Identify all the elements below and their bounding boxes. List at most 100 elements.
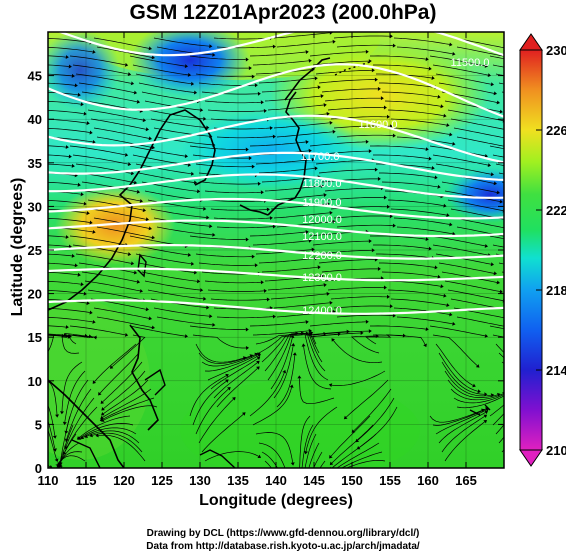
streamline-arrow: [77, 436, 82, 440]
colorbar-body: [519, 49, 543, 451]
streamline: [432, 154, 489, 166]
streamline-arrow: [392, 43, 396, 48]
streamline: [309, 51, 366, 57]
streamline: [87, 289, 144, 301]
streamline: [132, 64, 189, 76]
streamline: [447, 289, 504, 301]
streamline: [48, 145, 66, 148]
y-tick-label: 15: [28, 330, 42, 345]
contour-line: [48, 299, 504, 315]
streamline: [438, 82, 495, 94]
streamline-arrow: [329, 210, 333, 215]
streamline-arrow: [368, 329, 372, 334]
streamline-arrow: [326, 111, 330, 116]
streamline-arrow: [74, 263, 78, 268]
colorbar-tick-label: 230: [546, 43, 566, 58]
streamline: [438, 412, 486, 444]
streamline: [492, 413, 504, 426]
streamline-arrow: [245, 346, 249, 350]
streamline-arrow: [55, 414, 59, 418]
streamline: [456, 226, 504, 237]
streamline: [69, 55, 126, 66]
x-axis-label: Longitude (degrees): [199, 492, 353, 509]
streamline: [444, 280, 501, 292]
streamline: [273, 345, 294, 399]
streamline-arrow: [139, 199, 143, 203]
streamline-arrow: [254, 352, 258, 357]
streamline-arrow: [83, 201, 87, 206]
streamline: [495, 424, 504, 435]
streamline-arrow: [428, 66, 432, 71]
streamline: [216, 226, 274, 229]
streamline-arrow: [389, 214, 393, 219]
streamline-arrow: [77, 272, 81, 277]
streamline-arrow: [499, 199, 503, 204]
streamline-arrow: [266, 207, 270, 212]
streamline-arrow: [68, 64, 72, 69]
streamline-arrow: [93, 335, 97, 340]
streamline: [264, 95, 321, 102]
streamline-arrow: [311, 247, 315, 252]
streamline: [103, 405, 158, 421]
contour-line: [48, 219, 504, 238]
streamline-arrow: [92, 230, 96, 234]
streamline: [48, 38, 90, 43]
streamline-arrow: [245, 147, 249, 152]
streamline-arrow: [272, 224, 276, 229]
streamline-arrow: [68, 154, 72, 159]
streamline: [216, 368, 258, 408]
streamline-arrow: [332, 39, 336, 44]
streamline-arrow: [484, 410, 489, 415]
streamline: [150, 118, 207, 128]
streamline-arrow: [383, 105, 387, 110]
streamline-arrow: [80, 282, 84, 287]
streamline: [201, 91, 258, 95]
streamline: [438, 352, 479, 392]
streamline: [447, 109, 504, 121]
streamline-arrow: [329, 473, 333, 476]
streamline: [153, 307, 210, 317]
streamline: [318, 79, 375, 84]
streamline-arrow: [475, 364, 480, 368]
streamline-arrow: [483, 414, 488, 418]
streamline: [198, 262, 255, 266]
streamline-arrow: [311, 157, 315, 162]
streamline-arrow: [484, 244, 488, 248]
streamline: [324, 187, 381, 192]
streamline-arrow: [148, 46, 152, 51]
streamline: [48, 380, 58, 415]
streamline: [341, 451, 383, 468]
streamline: [357, 397, 395, 441]
streamline: [147, 289, 204, 300]
streamline: [307, 333, 326, 372]
streamline: [81, 91, 138, 103]
streamline: [48, 110, 84, 115]
streamline: [381, 91, 438, 98]
streamline-arrow: [392, 223, 396, 228]
streamline-arrow: [184, 154, 188, 159]
streamline-arrow: [434, 175, 438, 180]
streamline: [204, 190, 261, 194]
streamline-arrow: [245, 327, 249, 332]
streamline: [376, 253, 432, 259]
streamline-arrow: [483, 420, 487, 424]
streamline: [86, 430, 140, 444]
streamline: [189, 375, 227, 417]
streamline: [267, 104, 324, 111]
wind-streamlines: [48, 32, 512, 476]
streamline: [429, 55, 486, 67]
streamline: [129, 55, 186, 67]
streamline-arrow: [304, 451, 308, 455]
streamline: [96, 136, 153, 148]
streamline: [66, 388, 92, 440]
streamline: [327, 107, 384, 111]
streamline: [273, 32, 330, 39]
x-tick-label: 140: [265, 473, 287, 488]
streamline-arrow: [257, 353, 261, 358]
streamline-arrow: [509, 137, 512, 141]
streamline: [48, 218, 90, 223]
streamline: [255, 159, 312, 165]
streamline-arrow: [242, 412, 246, 416]
streamline: [441, 361, 485, 395]
streamline-arrow: [269, 126, 273, 130]
